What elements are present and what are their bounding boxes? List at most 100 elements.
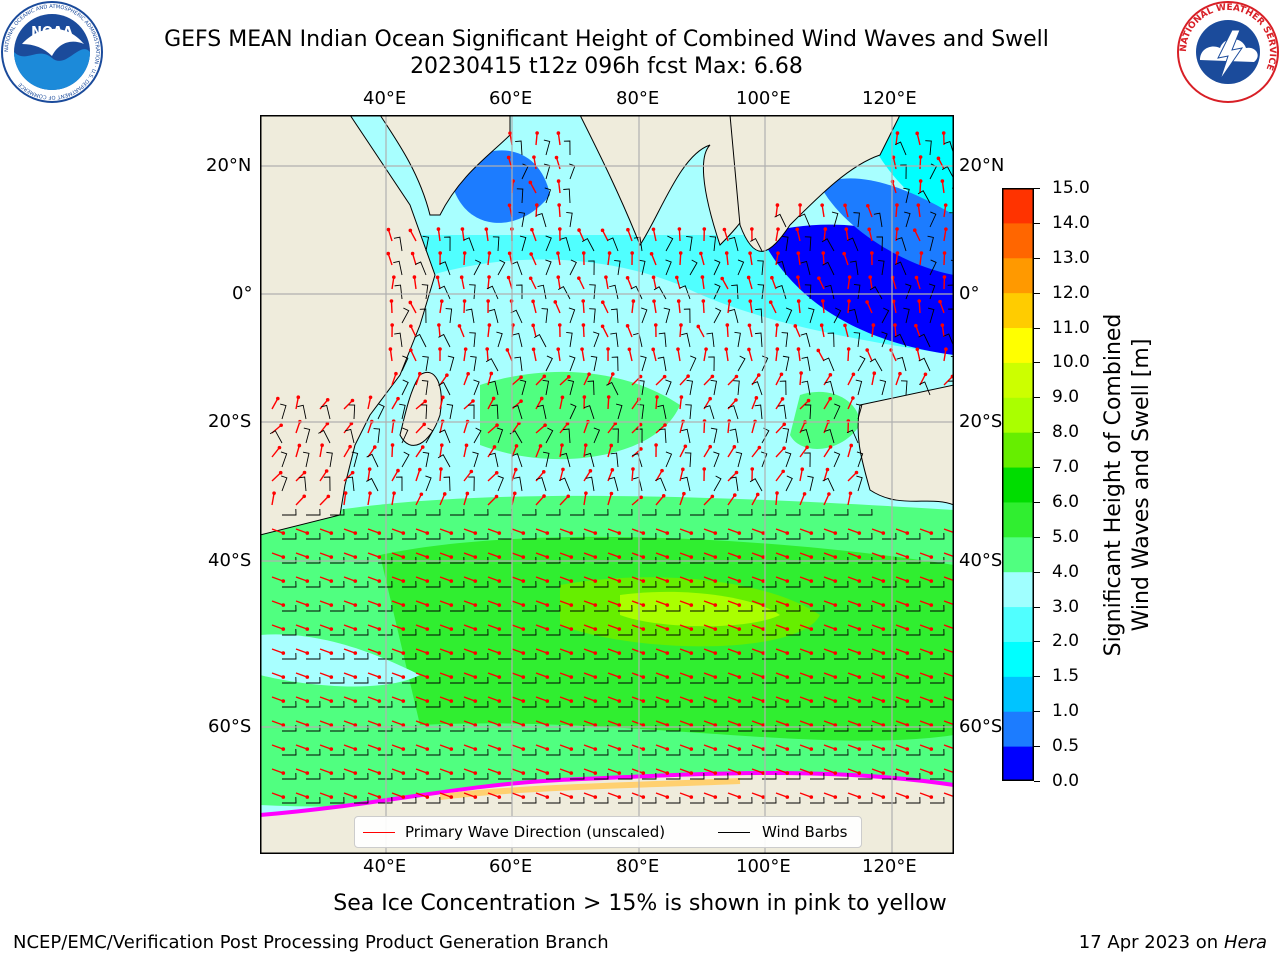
wind-barb	[930, 772, 945, 780]
wave-direction-arrow	[367, 696, 380, 702]
wave-arrow-head	[617, 675, 622, 679]
wind-barb	[928, 283, 936, 300]
wave-direction-arrow	[941, 181, 945, 194]
wind-barb	[614, 259, 621, 276]
wind-barb	[306, 652, 321, 660]
wave-arrow-head	[281, 747, 286, 751]
wind-barb	[738, 772, 753, 780]
wave-direction-arrow	[582, 324, 585, 338]
wind-barb	[438, 381, 451, 396]
colorbar-segment	[1002, 746, 1034, 781]
wave-direction-arrow	[727, 301, 731, 314]
wave-direction-arrow	[895, 696, 908, 702]
wave-direction-arrow	[439, 552, 452, 558]
wave-arrow-head	[750, 227, 754, 231]
colorbar-tick-label: 1.0	[1052, 701, 1080, 722]
wave-arrow-head	[857, 651, 862, 655]
wind-barb	[563, 188, 571, 204]
wind-barb	[738, 700, 753, 708]
wave-direction-arrow	[463, 792, 476, 798]
wave-direction-arrow	[751, 720, 764, 726]
wave-direction-arrow	[655, 624, 668, 630]
wave-direction-arrow	[583, 768, 596, 774]
wind-barb	[755, 308, 763, 324]
wind-barb	[450, 676, 465, 684]
wave-direction-arrow	[679, 600, 692, 606]
wind-barb	[348, 404, 356, 420]
wave-direction-arrow	[583, 373, 590, 386]
wind-barb	[906, 748, 921, 756]
wave-direction-arrow	[295, 720, 308, 726]
wind-barb	[657, 404, 667, 420]
wave-direction-arrow	[535, 792, 548, 798]
wave-arrow-head	[545, 603, 550, 607]
wind-barb	[786, 532, 801, 540]
wave-arrow-head	[528, 180, 533, 185]
lat-label-right-20n: 20°N	[959, 155, 1005, 176]
wind-barb	[546, 772, 561, 780]
wave-arrow-head	[377, 579, 382, 583]
wave-direction-arrow	[679, 324, 682, 338]
wind-barb	[426, 772, 441, 780]
noaa-logo-text: NOAA	[31, 25, 73, 40]
wave-arrow-head	[750, 467, 755, 471]
wave-direction-arrow	[367, 768, 380, 774]
wave-direction-arrow	[391, 576, 404, 582]
wave-arrow-head	[541, 470, 546, 474]
wave-direction-arrow	[631, 468, 634, 482]
wind-barb	[834, 556, 849, 564]
wave-arrow-head	[857, 795, 862, 799]
wave-direction-arrow	[415, 600, 428, 606]
wave-direction-arrow	[631, 552, 644, 558]
wave-direction-arrow	[390, 300, 393, 314]
wave-direction-arrow	[775, 600, 788, 606]
wave-arrow-head	[542, 374, 547, 379]
wave-direction-arrow	[295, 744, 308, 750]
wave-arrow-head	[776, 251, 780, 255]
wind-barb	[690, 772, 705, 780]
wave-arrow-head	[422, 422, 427, 427]
wave-direction-arrow	[655, 576, 668, 582]
wind-barb	[618, 772, 633, 780]
wave-arrow-head	[938, 299, 942, 304]
wave-arrow-head	[757, 445, 762, 450]
wave-arrow-head	[881, 723, 886, 727]
wave-arrow-head	[828, 373, 833, 377]
wave-arrow-head	[630, 251, 634, 255]
wave-arrow-head	[281, 675, 286, 679]
wave-direction-arrow	[511, 672, 524, 678]
wind-barb	[282, 796, 297, 804]
wind-barb	[378, 604, 393, 612]
wave-direction-arrow	[583, 672, 596, 678]
wave-arrow-head	[545, 747, 550, 751]
wave-arrow-head	[625, 324, 630, 328]
wind-barb	[642, 676, 657, 684]
wind-barb	[474, 772, 489, 780]
wind-barb	[856, 475, 863, 492]
wave-direction-arrow	[319, 768, 332, 774]
wind-barb	[906, 556, 921, 564]
wave-direction-arrow	[531, 229, 537, 242]
wind-barb	[713, 451, 720, 468]
wave-arrow-head	[607, 251, 612, 255]
wind-barb	[633, 236, 643, 252]
wave-direction-arrow	[751, 528, 764, 534]
wave-direction-arrow	[703, 552, 716, 558]
wave-direction-arrow	[463, 373, 469, 386]
wind-barb	[426, 580, 441, 588]
wave-direction-arrow	[751, 447, 760, 458]
wave-arrow-head	[761, 603, 766, 607]
wind-barb	[858, 700, 873, 708]
wave-direction-arrow	[367, 648, 380, 654]
wind-barb	[306, 604, 321, 612]
wind-barb	[516, 188, 524, 204]
wind-barb	[584, 452, 595, 468]
wave-arrow-head	[844, 227, 849, 231]
wave-arrow-head	[785, 795, 790, 799]
wave-arrow-head	[535, 203, 539, 207]
wave-arrow-head	[506, 275, 511, 280]
colorbar-tick-label: 11.0	[1052, 317, 1090, 338]
wind-barb	[546, 604, 561, 612]
wave-direction-arrow	[535, 624, 548, 630]
wave-arrow-head	[708, 444, 712, 449]
